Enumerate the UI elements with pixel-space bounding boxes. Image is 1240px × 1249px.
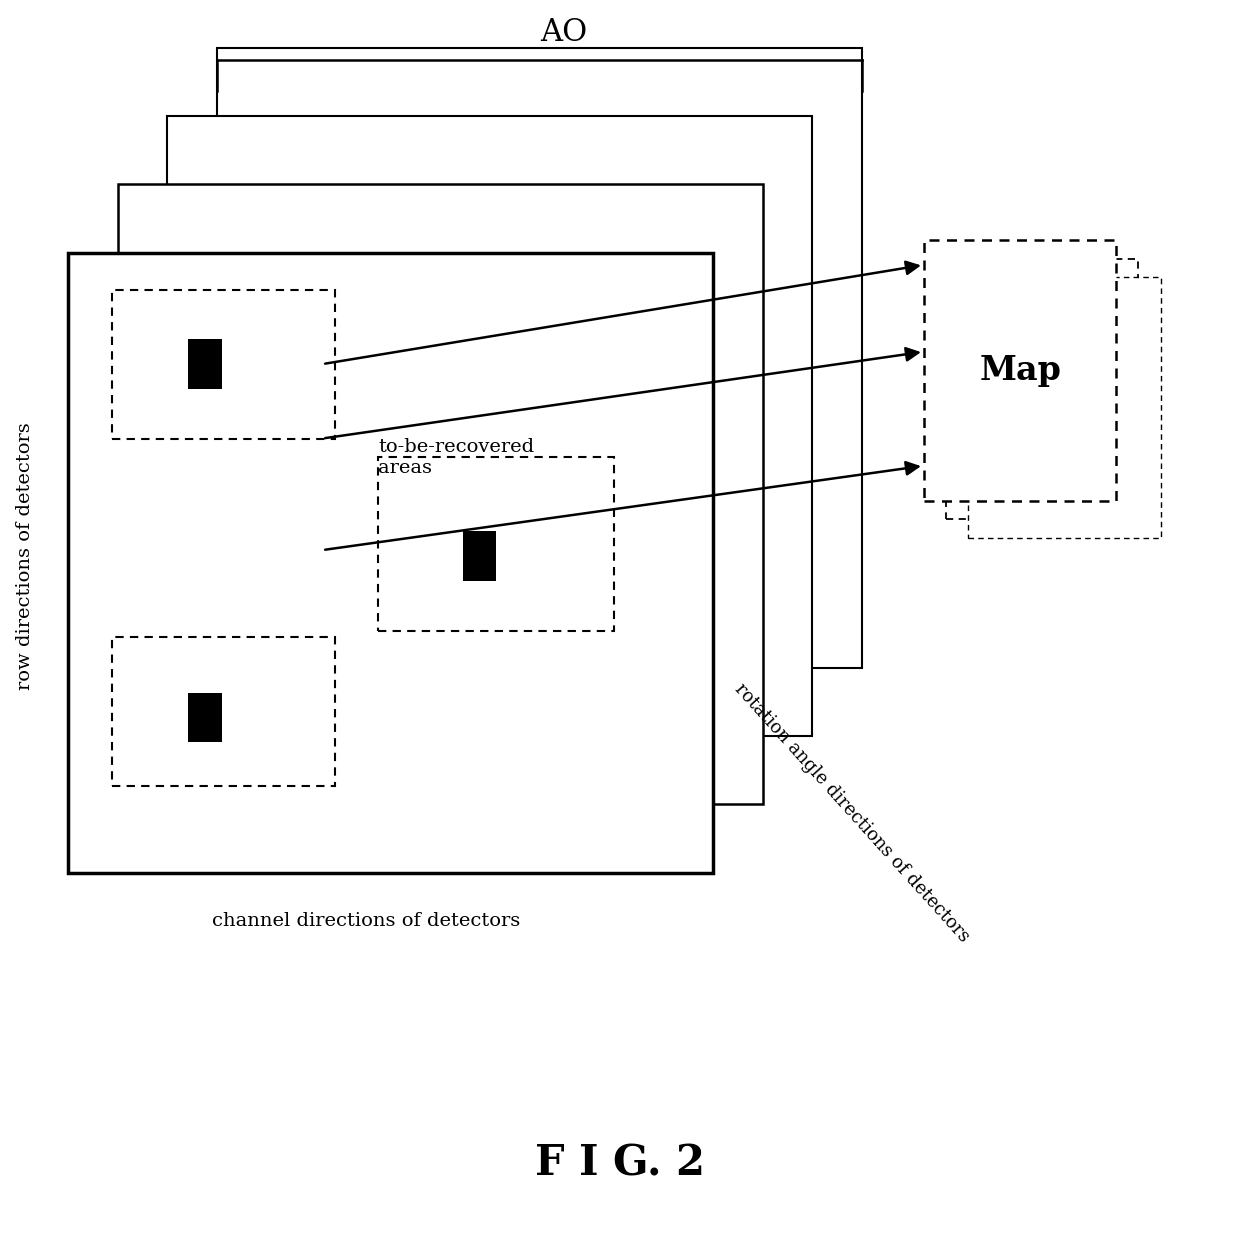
Bar xyxy=(946,259,1138,520)
Text: rotation angle directions of detectors: rotation angle directions of detectors xyxy=(730,681,972,945)
Bar xyxy=(217,47,862,668)
Bar xyxy=(167,116,812,736)
Bar xyxy=(112,290,335,438)
Text: channel directions of detectors: channel directions of detectors xyxy=(212,912,520,931)
Text: Map: Map xyxy=(980,353,1061,387)
Text: to-be-recovered
areas: to-be-recovered areas xyxy=(378,438,534,477)
Bar xyxy=(112,637,335,786)
Bar xyxy=(188,340,222,388)
Bar xyxy=(924,240,1116,501)
Bar xyxy=(118,185,763,804)
Bar xyxy=(378,457,614,631)
Bar xyxy=(188,693,222,742)
Text: AO: AO xyxy=(541,17,588,47)
Bar xyxy=(68,252,713,873)
Text: F I G. 2: F I G. 2 xyxy=(534,1143,706,1185)
Text: row directions of detectors: row directions of detectors xyxy=(16,422,33,691)
Bar xyxy=(463,532,496,581)
Bar xyxy=(968,277,1161,538)
